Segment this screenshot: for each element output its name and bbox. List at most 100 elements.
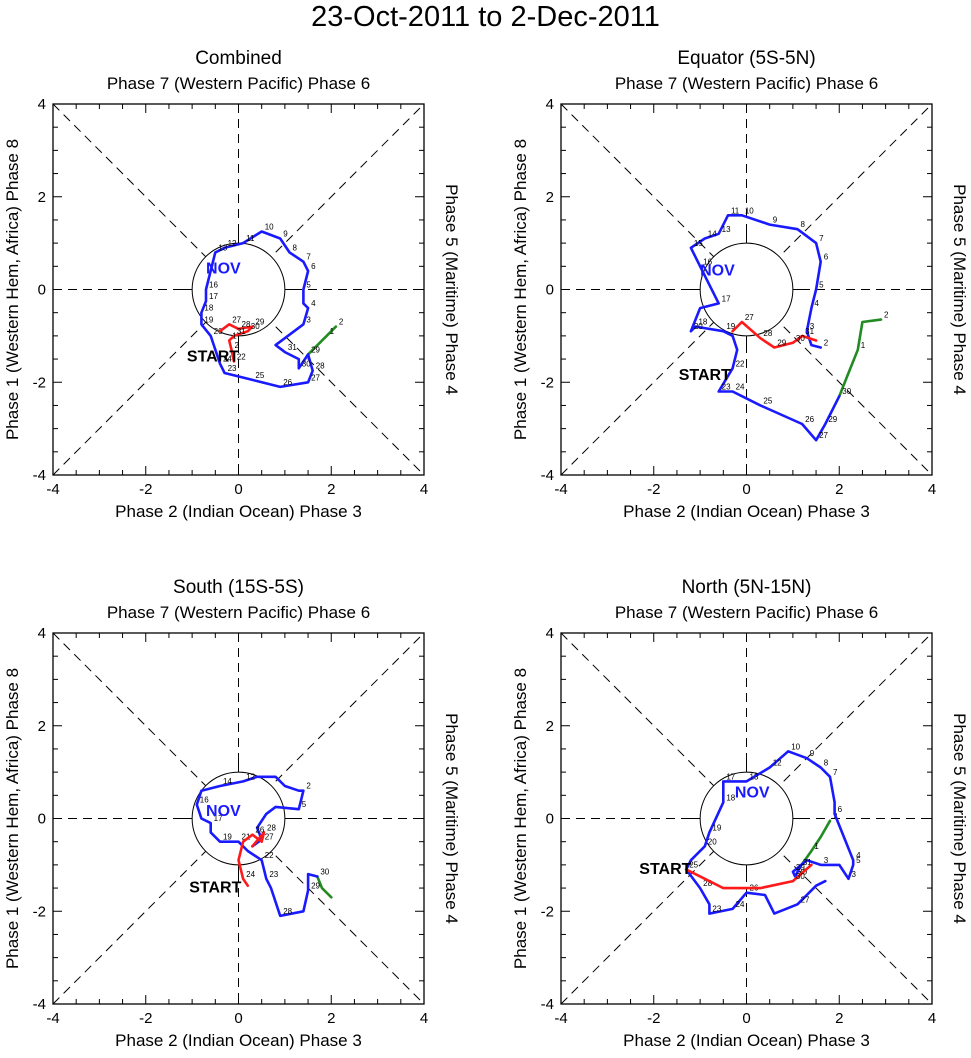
- day-label: 29: [255, 318, 264, 327]
- panel-title: Equator (5S-5N): [677, 48, 815, 69]
- day-label: 30: [302, 359, 311, 368]
- day-label: 1: [814, 842, 819, 851]
- day-label: 30: [251, 322, 260, 331]
- day-label: 12: [228, 239, 237, 248]
- x-tick-label: 4: [420, 1010, 428, 1027]
- x-tick-label: 0: [234, 1010, 242, 1027]
- day-label: 13: [218, 243, 227, 252]
- y-tick-label: -4: [541, 467, 554, 484]
- y-tick-label: 0: [546, 811, 554, 828]
- day-label: 26: [805, 415, 814, 424]
- day-label: 2: [824, 338, 829, 347]
- top-axis-label: Phase 7 (Western Pacific) Phase 6: [107, 603, 370, 622]
- trajectory-oct: [315, 875, 333, 899]
- y-tick-label: 2: [38, 189, 46, 206]
- day-label: 25: [763, 396, 772, 405]
- trajectory-oct: [798, 819, 832, 869]
- day-label: 16: [200, 796, 209, 805]
- day-label: 28: [763, 329, 772, 338]
- day-label: 7: [833, 768, 838, 777]
- day-label: 18: [204, 304, 213, 313]
- day-label: 16: [209, 281, 218, 290]
- top-axis-label: Phase 7 (Western Pacific) Phase 6: [107, 74, 370, 93]
- x-tick-label: 2: [835, 1010, 843, 1027]
- day-label: 14: [223, 777, 232, 786]
- day-label: 19: [223, 833, 232, 842]
- day-label: 1: [232, 332, 237, 341]
- x-tick-label: 4: [928, 481, 936, 498]
- day-label: 25: [689, 861, 698, 870]
- x-tick-label: 2: [327, 481, 335, 498]
- trajectory-oct: [837, 318, 883, 398]
- day-label: 26: [255, 826, 264, 835]
- day-label: 4: [814, 299, 819, 308]
- day-label: 30: [320, 867, 329, 876]
- day-label: 28: [242, 320, 251, 329]
- day-label: 4: [856, 851, 861, 860]
- day-label: 5: [819, 281, 824, 290]
- y-tick-label: -4: [33, 467, 46, 484]
- day-label: 29: [796, 863, 805, 872]
- day-label: 10: [265, 223, 274, 232]
- day-label: 12: [773, 758, 782, 767]
- day-label: 24: [223, 355, 232, 364]
- day-label: 15: [694, 239, 703, 248]
- day-label: 8: [801, 220, 806, 229]
- day-label: 8: [293, 243, 298, 252]
- day-label: 25: [255, 371, 264, 380]
- x-tick-label: -4: [46, 481, 59, 498]
- day-label: 18: [698, 318, 707, 327]
- day-label: 3: [810, 322, 815, 331]
- day-label: 5: [302, 800, 307, 809]
- left-axis-label: Phase 1 (Western Hem, Africa) Phase 8: [3, 668, 22, 969]
- day-label: 19: [204, 315, 213, 324]
- day-label: 10: [791, 742, 800, 751]
- right-axis-label: Phase 5 (Maritime) Phase 4: [442, 184, 461, 395]
- day-label: 27: [819, 431, 828, 440]
- day-label: 29: [828, 415, 837, 424]
- day-label: 28: [703, 879, 712, 888]
- day-label: 28: [267, 823, 276, 832]
- trajectory-dec: [237, 831, 266, 888]
- y-tick-label: -4: [33, 996, 46, 1013]
- start-label: START: [639, 861, 691, 878]
- day-label: 27: [232, 315, 241, 324]
- day-label: 5: [306, 281, 311, 290]
- trajectory-nov: [195, 775, 319, 918]
- day-label: 7: [819, 234, 824, 243]
- top-axis-label: Phase 7 (Western Pacific) Phase 6: [615, 603, 878, 622]
- day-label: 2: [306, 782, 311, 791]
- day-label: 3: [306, 315, 311, 324]
- day-label: 4: [311, 299, 316, 308]
- day-label: 28: [283, 907, 292, 916]
- day-label: 31: [237, 327, 246, 336]
- start-label: START: [187, 348, 239, 365]
- day-label: 23: [712, 905, 721, 914]
- day-label: 5: [856, 856, 861, 865]
- x-tick-label: -2: [139, 1010, 152, 1027]
- x-tick-label: 0: [742, 481, 750, 498]
- y-tick-label: 2: [546, 718, 554, 735]
- day-label: 22: [736, 359, 745, 368]
- trajectory-dec: [218, 322, 254, 363]
- y-tick-label: -2: [33, 903, 46, 920]
- trajectory-nov: [684, 749, 855, 915]
- bottom-axis-label: Phase 2 (Indian Ocean) Phase 3: [115, 1031, 362, 1050]
- day-label: 26: [283, 378, 292, 387]
- top-axis-label: Phase 7 (Western Pacific) Phase 6: [615, 74, 878, 93]
- x-tick-label: 2: [327, 1010, 335, 1027]
- panel-title: Combined: [195, 48, 282, 69]
- day-label: 24: [736, 900, 745, 909]
- month-label: NOV: [735, 785, 770, 802]
- day-label: 23: [722, 383, 731, 392]
- day-label: 27: [745, 313, 754, 322]
- right-axis-label: Phase 5 (Maritime) Phase 4: [442, 713, 461, 924]
- day-label: 27: [265, 833, 274, 842]
- month-label: NOV: [206, 803, 241, 820]
- day-label: 9: [810, 749, 815, 758]
- bottom-axis-label: Phase 2 (Indian Ocean) Phase 3: [623, 1031, 870, 1050]
- day-label: 20: [214, 327, 223, 336]
- y-tick-label: 4: [546, 96, 554, 113]
- day-label: 18: [726, 793, 735, 802]
